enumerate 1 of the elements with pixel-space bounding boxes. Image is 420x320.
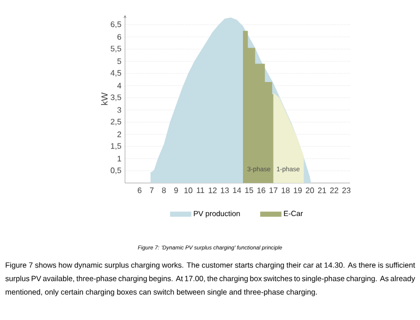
y-axis-title: kW — [101, 92, 108, 105]
